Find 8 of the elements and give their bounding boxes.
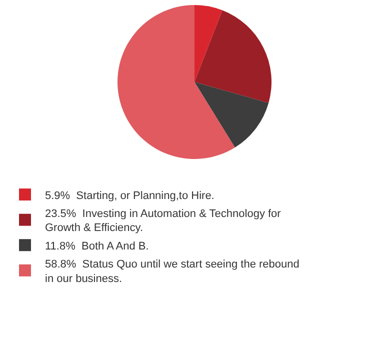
pie-slice (118, 5, 235, 159)
legend-label: 5.9% Starting, or Planning,to Hire. (45, 190, 214, 202)
legend-label: 11.8% Both A And B. (45, 240, 149, 252)
pie-slice (194, 10, 272, 104)
legend-label: 23.5% Investing in Automation & Technology for Growth & Efficiency. (45, 208, 282, 234)
legend-label: 58.8% Status Quo until we start seeing the rebound in our business. (45, 258, 300, 285)
pie-slice (194, 82, 269, 148)
pie-slice (194, 5, 222, 82)
